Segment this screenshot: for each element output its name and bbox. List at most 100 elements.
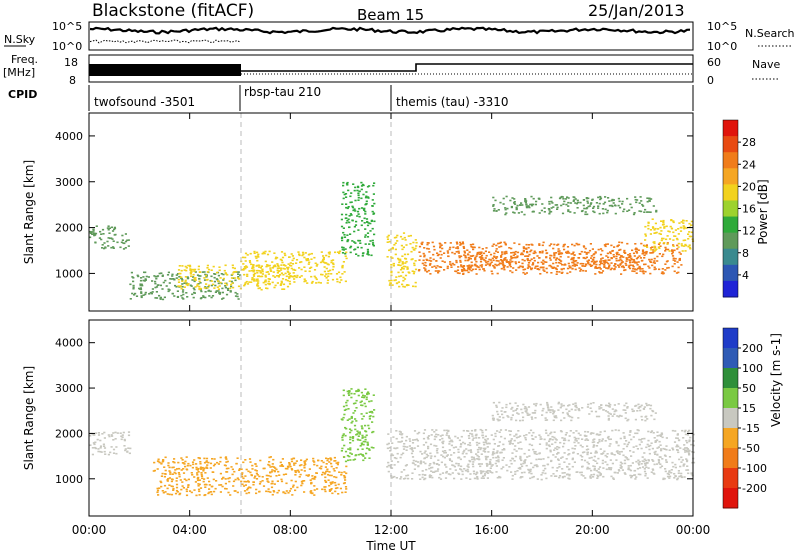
velocity-echo-cell [627,418,630,421]
power-echo-cell [558,271,561,273]
power-echo-cell [620,259,623,262]
power-echo-cell [225,284,229,286]
velocity-echo-cell [361,437,364,439]
power-echo-cell [305,258,308,260]
power-echo-cell [544,249,548,252]
velocity-echo-cell [618,470,621,472]
velocity-echo-cell [605,456,609,458]
power-echo-cell [255,278,258,281]
velocity-echo-cell [625,445,629,448]
velocity-echo-cell [225,458,228,460]
power-echo-cell [635,272,638,274]
power-echo-cell [491,245,494,247]
velocity-echo-cell [630,475,633,477]
velocity-echo-cell [280,478,283,481]
velocity-echo-cell [405,439,408,442]
velocity-echo-cell [480,471,483,474]
velocity-echo-cell [592,465,595,467]
power-echo-cell [236,277,239,279]
power-echo-cell [561,212,565,215]
velocity-echo-cell [510,408,513,410]
power-echo-cell [202,295,205,297]
velocity-echo-cell [590,456,593,459]
power-echo-cell [672,259,675,261]
power-echo-cell [397,281,400,283]
power-echo-cell [287,273,291,276]
velocity-echo-cell [492,451,495,453]
power-echo-cell [325,267,328,270]
velocity-echo-cell [560,403,563,405]
power-echo-cell [470,269,473,272]
velocity-echo-cell [287,492,290,494]
velocity-echo-cell [585,438,588,440]
power-echo-cell [424,261,427,264]
velocity-echo-cell [342,405,346,408]
velocity-echo-cell [592,446,595,448]
velocity-echo-cell [416,432,419,435]
velocity-echo-cell [466,470,469,473]
velocity-echo-cell [597,434,600,436]
velocity-echo-cell [510,471,513,473]
power-echo-cell [355,220,358,223]
power-echo-cell [607,197,610,199]
power-echo-cell [175,286,178,288]
velocity-echo-cell [502,443,505,446]
velocity-echo-cell [551,438,554,441]
power-echo-cell [556,208,559,210]
power-echo-cell [464,256,467,259]
velocity-echo-cell [513,435,516,437]
velocity-echo-cell [604,454,607,457]
power-echo-cell [367,196,370,198]
power-echo-cell [306,282,309,284]
power-echo-cell [298,267,301,269]
power-echo-cell [104,246,107,248]
velocity-echo-cell [577,417,580,419]
velocity-echo-cell [566,465,569,468]
velocity-echo-cell [180,457,183,459]
power-echo-cell [396,282,399,284]
velocity-echo-cell [413,430,417,432]
velocity-echo-cell [333,476,336,478]
power-echo-cell [548,209,551,211]
velocity-echo-cell [555,439,558,441]
power-echo-cell [619,258,622,261]
velocity-echo-cell [180,469,183,471]
power-echo-cell [154,297,157,299]
power-echo-cell [605,255,608,257]
power-echo-cell [652,205,655,207]
power-echo-cell [620,241,624,244]
power-echo-cell [510,255,513,258]
velocity-echo-cell [586,468,589,470]
power-echo-cell [627,254,630,256]
power-echo-cell [415,245,418,247]
velocity-echo-cell [650,442,653,444]
velocity-echo-cell [683,430,686,433]
velocity-echo-cell [554,438,557,440]
power-echo-cell [212,283,215,286]
power-echo-cell [509,261,512,263]
power-echo-cell [363,217,366,220]
velocity-echo-cell [355,399,358,402]
velocity-echo-cell [643,452,646,454]
power-echo-cell [344,255,347,257]
velocity-echo-cell [503,448,506,451]
power-echo-cell [255,257,258,259]
velocity-echo-cell [504,429,507,431]
power-echo-cell [340,279,343,281]
velocity-echo-cell [495,452,498,454]
velocity-echo-cell [281,458,284,460]
velocity-echo-cell [399,478,402,480]
power-echo-cell [625,264,628,266]
power-echo-cell [432,253,435,256]
power-echo-cell [404,258,408,260]
velocity-echo-cell [598,408,601,410]
velocity-echo-cell [498,419,501,421]
velocity-echo-cell [589,402,592,405]
velocity-echo-cell [103,431,106,434]
power-echo-cell [193,270,196,272]
power-echo-cell [132,287,135,290]
power-echo-cell [493,252,496,255]
velocity-echo-cell [358,433,362,435]
velocity-echo-cell [170,493,174,496]
